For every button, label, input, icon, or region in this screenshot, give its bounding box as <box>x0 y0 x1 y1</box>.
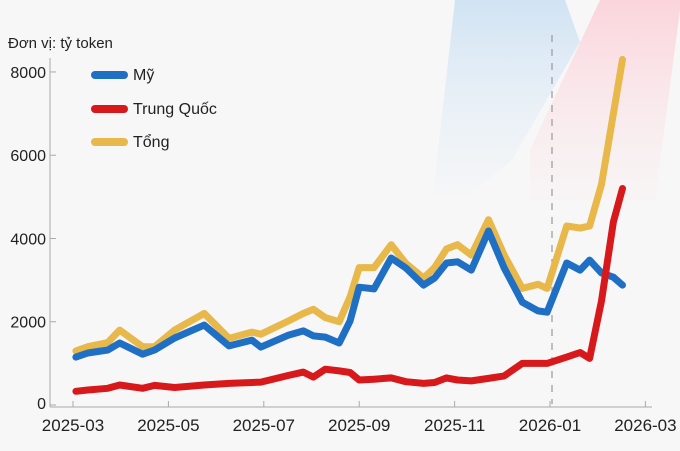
legend-label-tong: Tổng <box>133 133 169 151</box>
legend-item-trung-quoc[interactable]: Trung Quốc <box>91 101 217 118</box>
y-tick-label: 2000 <box>10 315 46 332</box>
series-line-trung-quoc <box>72 185 626 395</box>
y-axis-ticks: 0 2000 4000 6000 8000 <box>10 65 56 413</box>
y-tick-label: 6000 <box>10 148 46 165</box>
legend-label-my: Mỹ <box>133 67 154 84</box>
legend-item-my[interactable]: Mỹ <box>91 67 154 84</box>
y-tick-label: 0 <box>37 396 46 413</box>
series-line-my <box>72 227 626 361</box>
x-axis-ticks: 2025-03 2025-05 2025-07 2025-09 2025-11 2026-… <box>42 401 677 435</box>
legend-label-trung-quoc: Trung Quốc <box>133 101 217 118</box>
x-tick-label: 2025-09 <box>328 416 390 435</box>
x-tick-label: 2025-11 <box>424 416 485 435</box>
x-tick-label: 2025-05 <box>137 416 199 435</box>
unit-label: Đơn vị: tỷ token <box>8 35 113 52</box>
decorative-blue-shape <box>433 0 580 195</box>
x-tick-label: 2025-07 <box>233 416 295 435</box>
y-tick-label: 4000 <box>10 231 46 248</box>
series-lines <box>72 56 626 395</box>
x-tick-label: 2026-03 <box>614 416 676 435</box>
decorative-red-shape <box>530 0 680 200</box>
x-tick-label: 2026-01 <box>519 416 581 435</box>
series-line-tong <box>72 56 626 355</box>
y-tick-label: 8000 <box>10 65 46 82</box>
legend: Mỹ Trung Quốc Tổng <box>91 67 217 151</box>
x-tick-label: 2025-03 <box>42 416 104 435</box>
legend-item-tong[interactable]: Tổng <box>91 133 169 151</box>
